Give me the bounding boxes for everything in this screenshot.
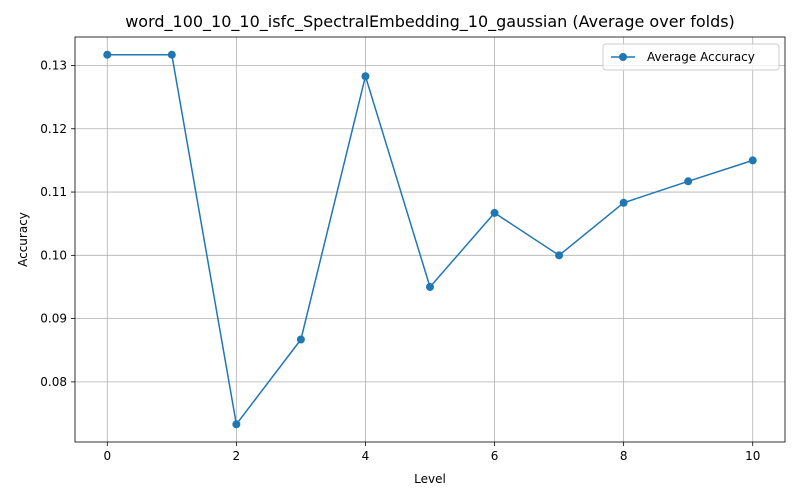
- legend-label: Average Accuracy: [647, 50, 755, 64]
- data-point: [490, 208, 499, 217]
- x-tick-label: 2: [233, 449, 241, 463]
- x-tick-label: 6: [491, 449, 499, 463]
- y-tick-label: 0.08: [40, 375, 67, 389]
- y-tick-label: 0.10: [40, 248, 67, 262]
- x-tick-label: 4: [362, 449, 370, 463]
- data-point: [619, 198, 628, 207]
- series-layer: [103, 50, 757, 429]
- data-point: [748, 156, 757, 165]
- y-tick-label: 0.11: [40, 185, 67, 199]
- y-tick-label: 0.12: [40, 122, 67, 136]
- legend-marker-swatch: [619, 53, 627, 61]
- data-point: [684, 177, 693, 186]
- axis-ticks: 0 2 4 6 8 10 0.08 0.09 0.10 0.11 0.12 0.13: [40, 58, 760, 463]
- chart-title: word_100_10_10_isfc_SpectralEmbedding_10…: [125, 12, 735, 32]
- data-point: [103, 50, 112, 59]
- grid: [75, 37, 785, 442]
- data-point: [296, 335, 305, 344]
- data-point: [361, 72, 370, 81]
- y-axis-label: Accuracy: [16, 212, 30, 267]
- plot-frame: [74, 36, 786, 443]
- legend-box: [602, 43, 780, 71]
- x-tick-label: 0: [103, 449, 111, 463]
- x-axis-label: Level: [414, 472, 446, 486]
- data-point: [167, 50, 176, 59]
- data-point: [555, 251, 564, 260]
- legend: Average Accuracy: [602, 43, 780, 71]
- y-tick-label: 0.13: [40, 58, 67, 72]
- x-tick-label: 10: [745, 449, 760, 463]
- data-point: [232, 420, 241, 429]
- series-line: [107, 53, 753, 427]
- x-tick-label: 8: [620, 449, 628, 463]
- y-tick-label: 0.09: [40, 312, 67, 326]
- data-point: [426, 282, 434, 291]
